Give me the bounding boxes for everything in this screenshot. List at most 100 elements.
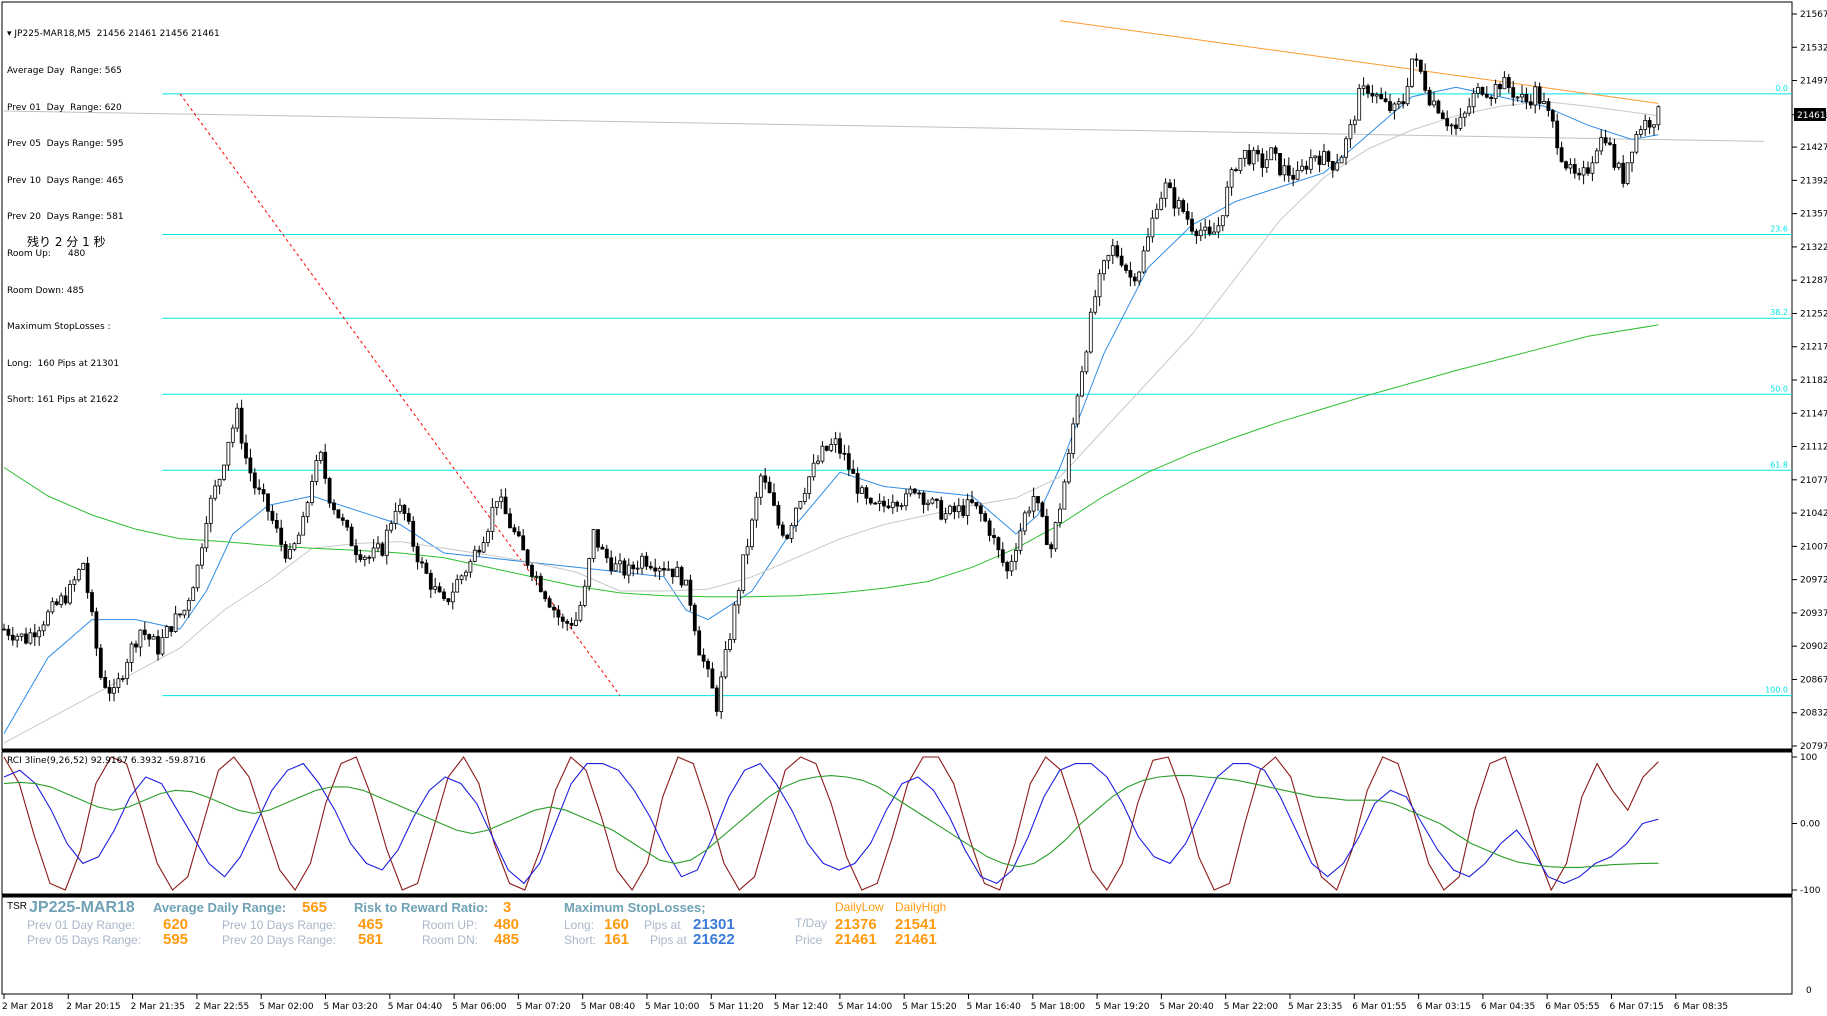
candle-body — [235, 407, 240, 429]
price-tick-label: 20867 — [1800, 675, 1827, 685]
candle — [670, 568, 675, 584]
candle-body — [252, 472, 257, 489]
price-tick-label: 21182 — [1800, 376, 1827, 386]
price-tick-label: 21287 — [1800, 276, 1827, 286]
candle — [816, 455, 820, 465]
candle — [494, 501, 499, 516]
candle-body — [340, 517, 345, 521]
candle-body — [1084, 351, 1089, 373]
candle-body — [1132, 276, 1137, 282]
candle — [1058, 503, 1062, 528]
candle-body — [653, 567, 658, 572]
candle-body — [1207, 226, 1212, 235]
candle — [120, 675, 125, 683]
candle — [332, 499, 336, 515]
candle-body — [239, 407, 244, 444]
candle — [640, 552, 644, 575]
candle — [6, 625, 11, 641]
candle — [129, 641, 134, 672]
candle — [314, 454, 319, 486]
candle — [362, 555, 367, 567]
time-tick-label: 6 Mar 07:15 — [1610, 1002, 1664, 1012]
candle — [604, 544, 609, 564]
candle-body — [939, 500, 944, 520]
candle — [76, 568, 81, 582]
candle-body — [745, 546, 750, 556]
candle-body — [873, 502, 878, 505]
candle — [1656, 105, 1661, 131]
candle-body — [160, 637, 165, 655]
price-tick-label: 20937 — [1800, 609, 1827, 619]
candle-body — [406, 513, 411, 522]
candle — [1198, 222, 1203, 242]
candle — [569, 617, 574, 630]
candle-body — [230, 427, 235, 443]
time-tick-label: 2 Mar 21:35 — [131, 1002, 185, 1012]
candle — [882, 496, 886, 513]
candle-body — [1405, 85, 1410, 105]
candle-body — [310, 481, 314, 504]
candle — [1361, 77, 1366, 96]
candle-body — [1555, 120, 1560, 149]
fibonacci-levels[interactable]: 0.0 23.6 38.2 50.0 61.8 100.0 — [162, 84, 1792, 697]
candle-body — [1586, 167, 1590, 174]
candle-body — [512, 527, 517, 533]
time-tick-label: 5 Mar 22:00 — [1224, 1002, 1279, 1012]
candle-body — [1480, 87, 1485, 95]
candle — [591, 528, 596, 563]
candle — [706, 658, 710, 678]
candle-body — [120, 678, 125, 680]
candle — [1128, 261, 1133, 287]
trendline-orange — [1059, 20, 1659, 104]
candle-body — [736, 590, 741, 606]
candle — [794, 507, 798, 532]
candle-body — [1014, 549, 1018, 562]
candle — [1344, 136, 1348, 165]
candle — [1506, 73, 1511, 94]
candle-body — [1198, 229, 1203, 237]
candle-body — [992, 535, 996, 538]
candle-body — [1036, 496, 1040, 504]
time-tick-label: 6 Mar 05:55 — [1545, 1002, 1599, 1012]
candle — [1036, 496, 1040, 511]
candle — [1577, 168, 1582, 181]
candle — [1630, 151, 1634, 173]
candle-body — [1537, 86, 1542, 104]
candle-body — [178, 613, 182, 616]
candle — [380, 541, 385, 557]
time-tick-label: 5 Mar 02:00 — [259, 1002, 314, 1012]
candle-body — [666, 568, 671, 571]
candle-body — [433, 586, 438, 590]
candle-body — [455, 579, 460, 593]
candle-body — [200, 547, 204, 566]
candle — [1031, 487, 1036, 519]
candle-body — [248, 457, 253, 474]
candle-body — [1018, 530, 1023, 551]
time-tick-label: 2 Mar 20:15 — [66, 1002, 120, 1012]
candle-body — [723, 649, 728, 678]
candle — [208, 495, 213, 533]
candle-body — [1379, 94, 1384, 100]
candle — [1141, 245, 1146, 274]
candle-body — [763, 475, 768, 483]
price-tick-label: 21112 — [1800, 443, 1827, 453]
trendlines[interactable] — [3, 20, 1765, 696]
candle-body — [543, 591, 548, 600]
candle — [50, 597, 55, 615]
price-tick-label: 20797 — [1800, 742, 1827, 752]
candle-body — [860, 487, 864, 494]
chart-symbol-title[interactable]: ▾ JP225-MAR18,M5 21456 21461 21456 21461 — [7, 29, 220, 40]
candle-body — [134, 643, 138, 648]
rci-indicator: 100 0.00 -100 — [3, 753, 1821, 896]
time-tick-label: 6 Mar 08:35 — [1674, 1002, 1728, 1012]
candle-body — [1652, 124, 1656, 128]
candle — [1418, 59, 1423, 75]
time-tick-label: 6 Mar 03:15 — [1417, 1002, 1471, 1012]
candle — [653, 558, 658, 577]
candle — [833, 431, 838, 453]
candle — [1022, 510, 1027, 536]
candle — [1203, 219, 1208, 239]
candle — [1304, 160, 1309, 175]
candle — [1537, 82, 1542, 110]
